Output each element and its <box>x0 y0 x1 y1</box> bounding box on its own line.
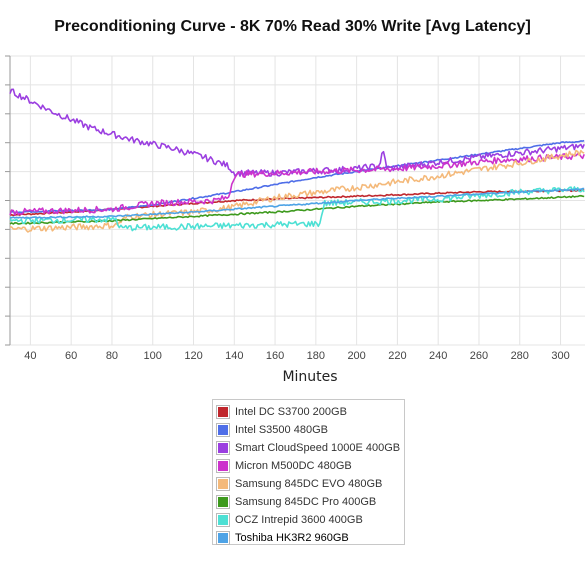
x-tick-label: 300 <box>551 350 569 362</box>
legend-item[interactable]: OCZ Intrepid 3600 400GB <box>217 511 404 529</box>
legend-item[interactable]: Intel DC S3700 200GB <box>217 403 404 421</box>
x-tick-label: 220 <box>388 350 406 362</box>
x-tick-label: 60 <box>65 350 77 362</box>
x-tick-label: 240 <box>429 350 447 362</box>
x-tick-label: 280 <box>511 350 529 362</box>
legend-label: Intel S3500 480GB <box>235 424 328 436</box>
legend-swatch <box>217 532 229 544</box>
x-axis-label: Minutes <box>282 369 338 385</box>
series-line-1 <box>9 139 585 214</box>
legend-label: Smart CloudSpeed 1000E 400GB <box>235 442 401 454</box>
x-tick-label: 200 <box>347 350 365 362</box>
chart-title: Preconditioning Curve - 8K 70% Read 30% … <box>54 18 531 35</box>
grid <box>10 55 585 346</box>
legend-swatch <box>217 442 229 454</box>
x-tick-label: 100 <box>144 350 162 362</box>
x-tick-label: 160 <box>266 350 284 362</box>
legend-item[interactable]: Smart CloudSpeed 1000E 400GB <box>217 439 404 457</box>
legend: Intel DC S3700 200GB Intel S3500 480GB Sma… <box>212 399 405 545</box>
series-line-7 <box>9 187 585 219</box>
x-tick-label: 40 <box>24 350 36 362</box>
axes <box>5 55 11 346</box>
x-tick-labels: 40 60 80 100 120 140 160 180 200 220 240 260 280 300 <box>24 350 569 362</box>
legend-label: Intel DC S3700 200GB <box>235 406 347 418</box>
legend-item[interactable]: Intel S3500 480GB <box>217 421 404 439</box>
legend-swatch <box>217 478 229 490</box>
legend-swatch <box>217 496 229 508</box>
legend-label: Toshiba HK3R2 960GB <box>235 532 349 544</box>
x-tick-label: 180 <box>307 350 325 362</box>
x-tick-label: 140 <box>225 350 243 362</box>
series-line-2 <box>9 88 585 177</box>
legend-item[interactable]: Samsung 845DC EVO 480GB <box>217 475 404 493</box>
legend-label: OCZ Intrepid 3600 400GB <box>235 514 363 526</box>
legend-item[interactable]: Samsung 845DC Pro 400GB <box>217 493 404 511</box>
legend-swatch <box>217 460 229 472</box>
series-line-3 <box>9 152 585 216</box>
series-line-6 <box>9 186 585 232</box>
legend-label: Samsung 845DC EVO 480GB <box>235 478 383 490</box>
legend-label: Micron M500DC 480GB <box>235 460 352 472</box>
legend-swatch <box>217 406 229 418</box>
legend-item[interactable]: Micron M500DC 480GB <box>217 457 404 475</box>
legend-label: Samsung 845DC Pro 400GB <box>235 496 377 508</box>
x-tick-label: 120 <box>184 350 202 362</box>
legend-swatch <box>217 514 229 526</box>
series-lines <box>9 88 585 233</box>
legend-item[interactable]: Toshiba HK3R2 960GB <box>217 529 404 547</box>
legend-swatch <box>217 424 229 436</box>
x-tick-label: 260 <box>470 350 488 362</box>
series-line-4 <box>9 149 585 233</box>
x-tick-label: 80 <box>106 350 118 362</box>
